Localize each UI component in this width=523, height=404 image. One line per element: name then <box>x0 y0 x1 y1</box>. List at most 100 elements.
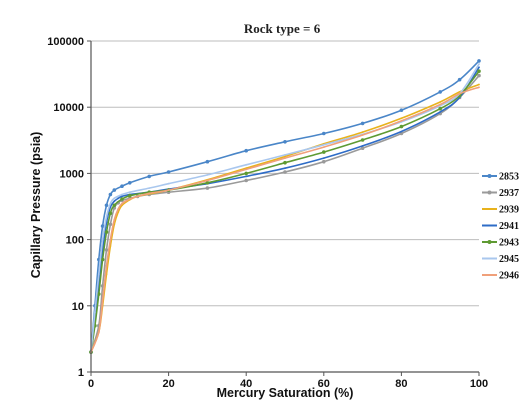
data-point <box>244 171 248 176</box>
data-point <box>399 124 404 129</box>
data-point <box>113 197 116 200</box>
legend-item: 2937 <box>482 188 519 199</box>
data-point <box>108 192 113 197</box>
data-point <box>205 181 210 185</box>
y-tick-labels: 1 10 100 1000 10000 100000 <box>47 36 84 379</box>
data-point <box>104 230 109 234</box>
data-point <box>105 216 108 218</box>
data-point <box>104 248 109 252</box>
data-point <box>97 292 101 296</box>
x-tick-labels: 0 20 40 60 80 100 <box>88 378 488 390</box>
legend-label: 2945 <box>499 254 519 265</box>
data-point <box>205 186 210 190</box>
data-point <box>284 167 286 170</box>
data-point <box>360 138 365 142</box>
data-point <box>322 157 325 160</box>
legend-item: 2941 <box>482 221 519 232</box>
x-tick-label: 60 <box>318 378 330 390</box>
data-point <box>167 189 170 192</box>
data-point <box>205 159 210 164</box>
x-axis-label: Mercury Saturation (%) <box>217 386 354 400</box>
data-point <box>478 83 480 86</box>
x-tick-label: 0 <box>88 378 94 390</box>
data-point <box>206 174 209 176</box>
data-point <box>478 86 480 89</box>
data-point <box>284 154 286 156</box>
data-point <box>400 117 403 120</box>
data-point <box>128 193 132 198</box>
data-point <box>283 170 287 174</box>
data-point <box>117 208 120 210</box>
data-point <box>148 187 151 190</box>
data-point <box>361 145 364 147</box>
data-point <box>113 218 116 221</box>
y-tick-label: 1000 <box>60 168 84 180</box>
legend-label: 2946 <box>499 271 519 282</box>
data-point <box>244 148 248 153</box>
y-axis-label: Capillary Pressure (psia) <box>29 132 43 279</box>
data-point <box>245 163 248 166</box>
data-point <box>136 195 139 198</box>
data-point <box>121 193 123 196</box>
data-point <box>244 178 248 183</box>
data-point <box>245 175 248 178</box>
data-point <box>399 108 404 112</box>
data-point <box>120 197 124 201</box>
data-point <box>112 203 117 208</box>
data-point <box>101 299 104 302</box>
legend-label: 2853 <box>499 172 519 183</box>
data-point <box>104 203 109 208</box>
x-tick-label: 80 <box>395 378 407 390</box>
legend-item: 2853 <box>482 172 519 183</box>
data-point <box>245 168 248 171</box>
data-point <box>117 197 120 200</box>
data-point <box>105 265 108 267</box>
y-tick-label: 10000 <box>53 102 84 114</box>
data-point <box>97 273 100 276</box>
data-point <box>112 188 117 192</box>
data-point <box>100 224 105 228</box>
data-point <box>477 73 481 78</box>
data-point <box>167 182 170 185</box>
data-point <box>458 92 461 95</box>
data-series <box>89 59 481 354</box>
x-tick-label: 20 <box>162 378 174 390</box>
data-point <box>97 331 100 333</box>
data-point <box>108 222 113 227</box>
y-tick-label: 100 <box>66 235 84 247</box>
legend-item: 2946 <box>482 271 519 282</box>
legend-item: 2943 <box>482 238 519 249</box>
data-point <box>438 106 443 111</box>
data-point <box>478 66 480 69</box>
data-point <box>128 191 131 194</box>
axes <box>87 40 480 376</box>
series-2946 <box>90 86 480 353</box>
legend-label: 2941 <box>499 221 519 232</box>
data-point <box>457 77 462 82</box>
data-point <box>148 192 151 195</box>
data-point <box>284 157 286 160</box>
x-tick-label: 100 <box>470 378 488 390</box>
legend-item: 2939 <box>482 205 519 216</box>
data-point <box>121 195 123 198</box>
data-point <box>322 150 326 154</box>
legend-item: 2945 <box>482 254 519 265</box>
data-point <box>113 200 116 203</box>
x-tick-label: 40 <box>240 378 252 390</box>
data-point <box>206 179 209 182</box>
data-point <box>439 111 442 113</box>
y-tick-label: 100000 <box>47 36 84 48</box>
legend-marker <box>487 240 492 244</box>
data-point <box>109 238 112 241</box>
data-point <box>361 131 364 134</box>
data-point <box>360 146 365 150</box>
legend-label: 2943 <box>499 238 519 249</box>
data-point <box>121 202 123 205</box>
data-point <box>283 160 287 165</box>
y-tick-label: 10 <box>72 301 84 313</box>
data-point <box>400 130 403 133</box>
legend-label: 2939 <box>499 205 519 216</box>
data-point <box>128 181 132 185</box>
data-point <box>477 69 481 73</box>
